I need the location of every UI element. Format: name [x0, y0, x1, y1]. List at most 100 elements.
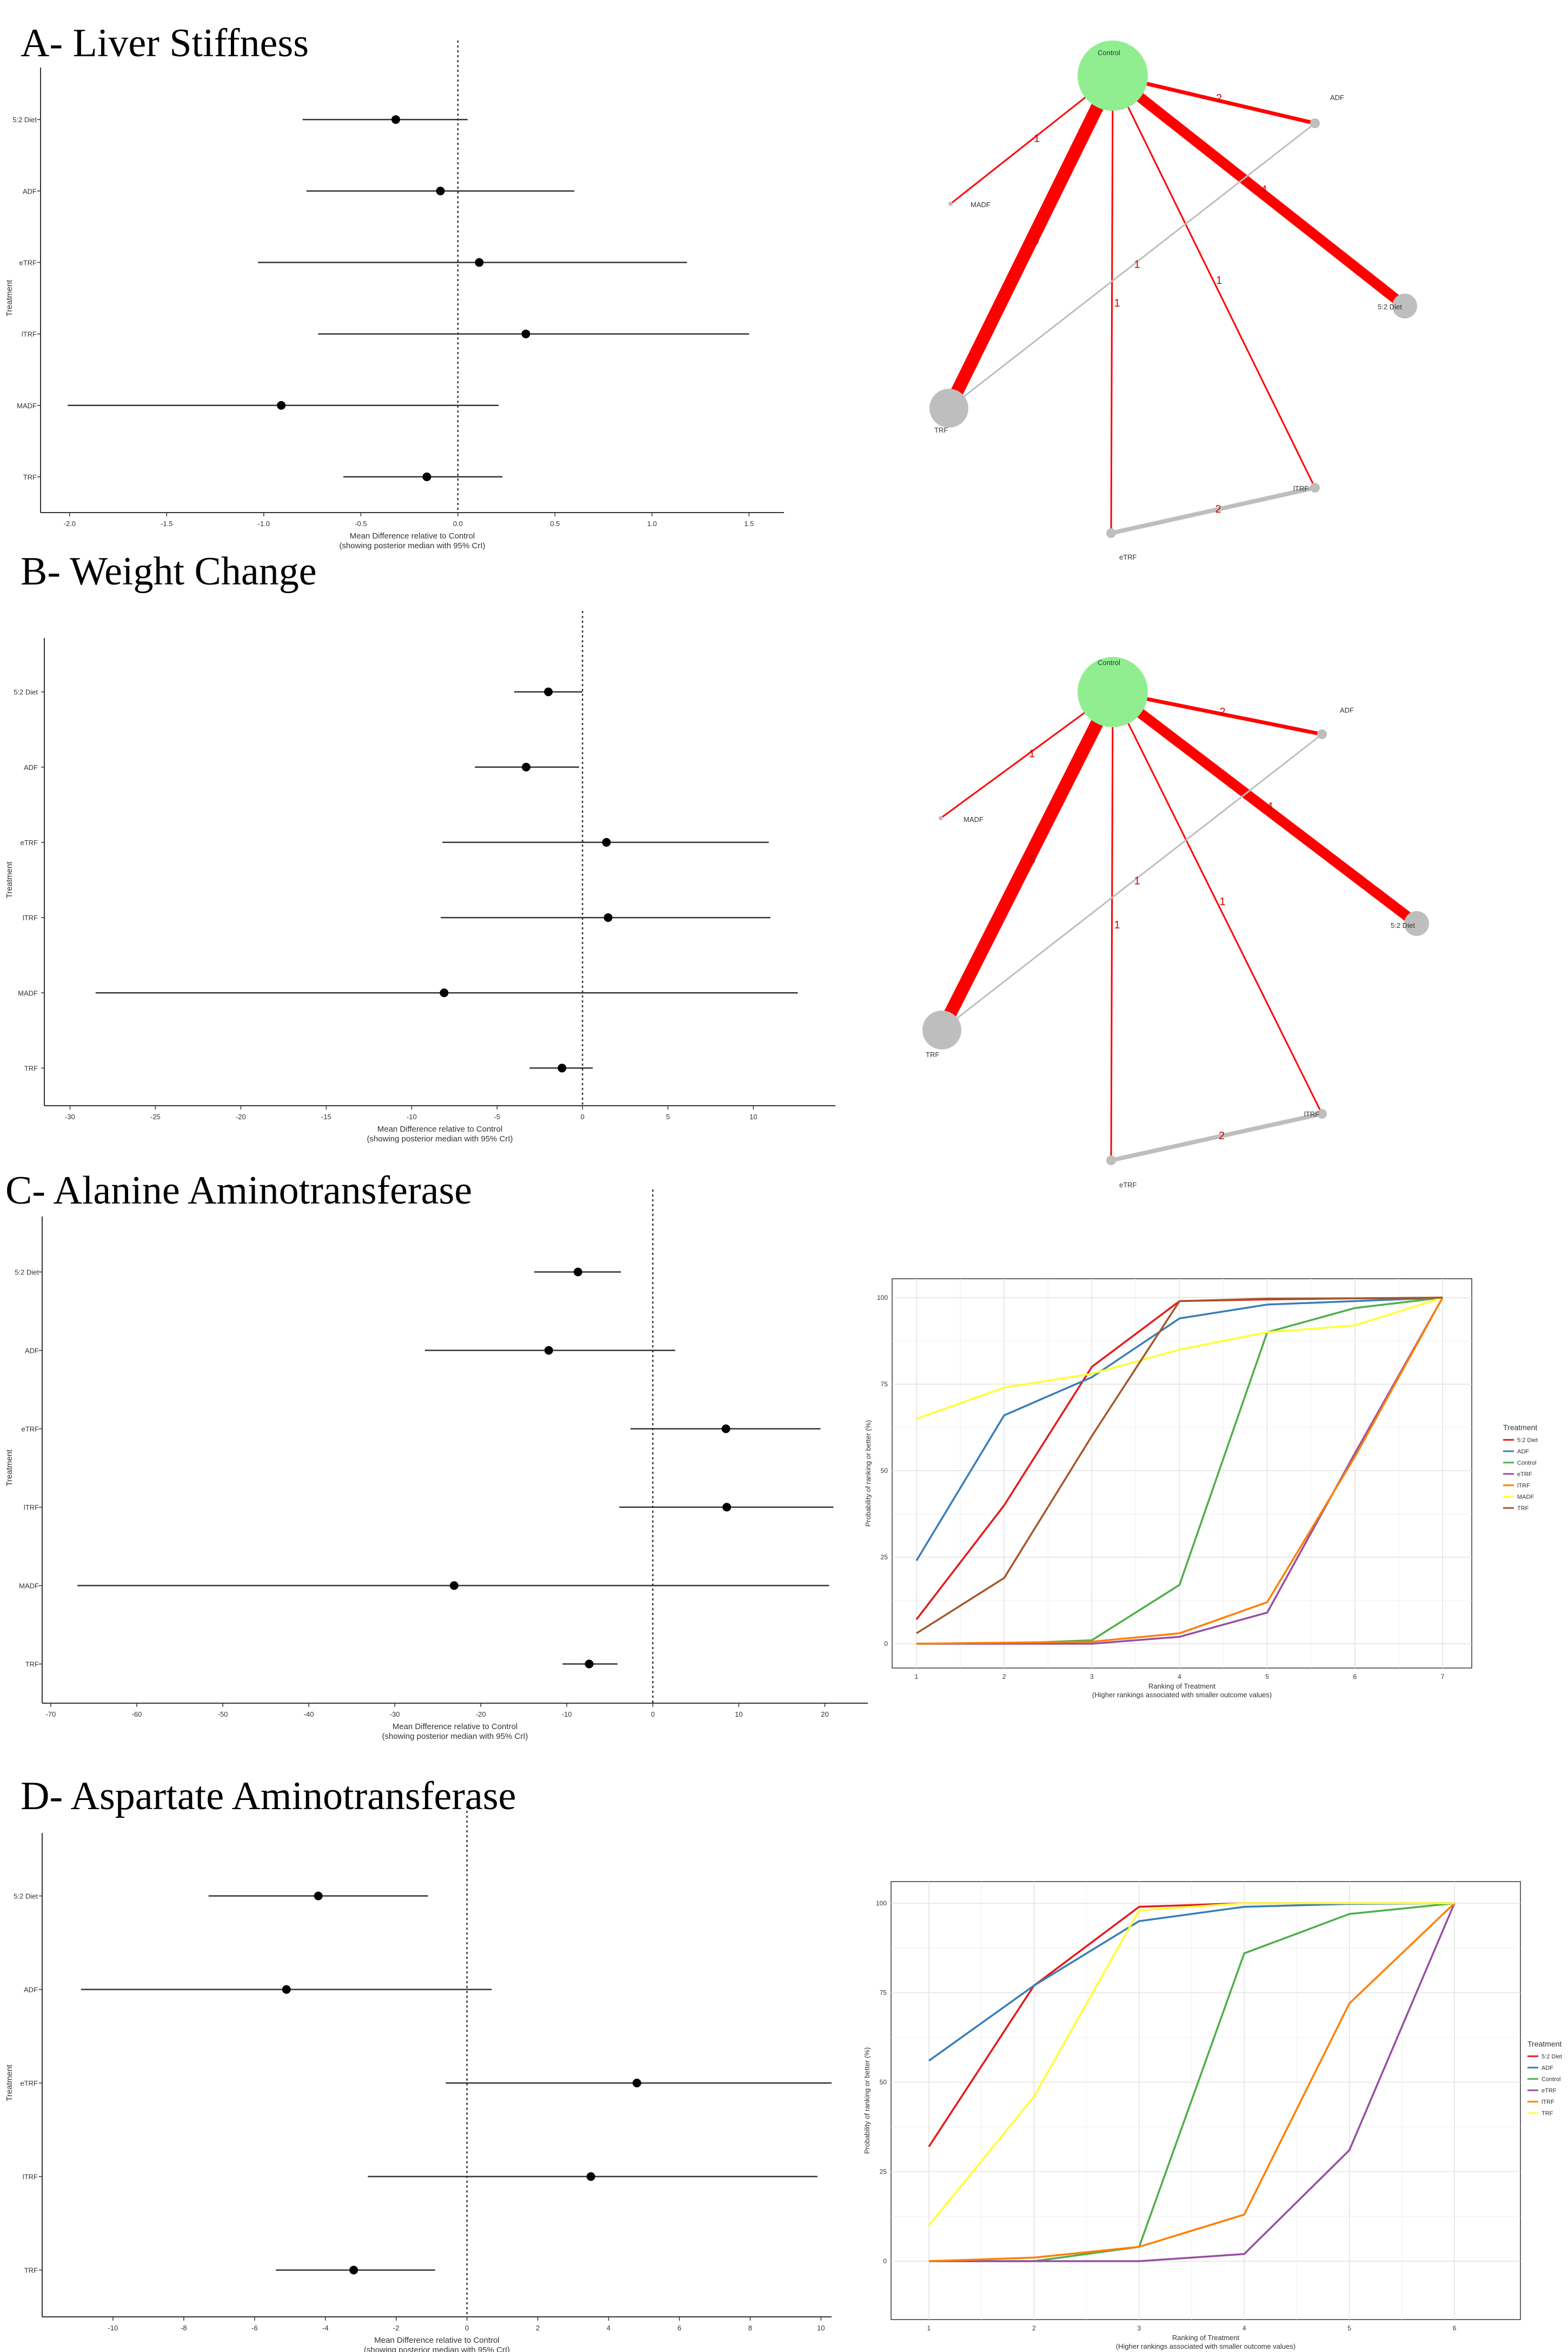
panel-b-forest-x-tick-label: 5 — [666, 1113, 670, 1121]
panel-c-forest-point-trf — [584, 1659, 594, 1669]
panel-c-rank-legend-label-control: Control — [1517, 1460, 1536, 1466]
panel-c-forest-x-tick-label: -30 — [390, 1710, 400, 1718]
panel-c-rank-series-trf — [916, 1297, 1443, 1635]
panel-b-network-node-madf — [939, 816, 943, 820]
panel-b-network-node-adf — [1317, 729, 1327, 739]
panel-a-network-node-label-5-2-diet: 5:2 Diet — [1378, 303, 1402, 311]
panel-a-network-node-label-etrf: eTRF — [1119, 553, 1137, 561]
panel-a-forest-category-label: TRF — [23, 473, 37, 481]
panel-a-forest-x-tick-label: -2.0 — [64, 520, 76, 528]
panel-d-forest-category-label: TRF — [24, 2267, 38, 2275]
panel-b-network-node-label-etrf: eTRF — [1119, 1181, 1137, 1189]
panel-b-forest-category-label: ADF — [24, 763, 38, 772]
panel-c-rank-series-adf — [915, 1297, 1443, 1562]
panel-c-rank-legend-label-trf: TRF — [1517, 1505, 1529, 1512]
panel-b-network-edge-label: 1 — [1029, 748, 1035, 760]
panel-d-forest-y-label: Treatment — [5, 2064, 14, 2102]
panel-d-forest-x-tick-label: 10 — [817, 2324, 825, 2332]
panel-a-forest-y-label: Treatment — [5, 280, 14, 317]
panel-a-network-node-etrf — [1106, 528, 1116, 538]
panel-c-forest-category-label: TRF — [25, 1660, 39, 1669]
panel-c-forest-y-label: Treatment — [5, 1449, 14, 1486]
panel-b-network-edge-label: 4 — [1267, 801, 1273, 813]
panel-b-network-node-label-control: Control — [1098, 659, 1120, 667]
panel-a-network-edge-label: 1 — [1216, 275, 1222, 287]
panel-a-network-edge-label: 1 — [1034, 133, 1040, 145]
panel-b-network-edge-label: 1 — [1134, 875, 1140, 887]
panel-c-forest-category-label: lTRF — [24, 1504, 39, 1512]
panel-b-network-edge-label: 2 — [1220, 706, 1226, 718]
panel-b-forest-x-tick-label: -25 — [150, 1113, 161, 1121]
panel-a-network-edge-label: 1 — [1114, 297, 1120, 309]
panel-a-network-edge-label: 1 — [1134, 259, 1140, 271]
panel-c-forest-point-madf — [449, 1581, 459, 1590]
panel-c-rank-y-label: Probability of ranking or better (%) — [864, 1420, 872, 1526]
panel-b-network-node-etrf — [1106, 1155, 1116, 1165]
panel-c-rank-x-label: Ranking of Treatment — [1148, 1682, 1216, 1690]
panel-a-network-node-label-trf: TRF — [934, 426, 948, 434]
panel-c-rank-y-tick-label: 75 — [881, 1380, 888, 1388]
panel-c-rank-legend-label-5-2-diet: 5:2 Diet — [1517, 1437, 1538, 1444]
panel-a-network-node-madf — [948, 202, 953, 206]
panel-b-forest-y-label: Treatment — [5, 861, 14, 899]
panel-b-network-edge-label: 1 — [1114, 919, 1120, 931]
panel-a-network-edge-label: 2 — [1216, 92, 1222, 104]
panel-b-forest-point-trf — [557, 1064, 567, 1073]
panel-a-network-edge-control-ltrf — [1112, 75, 1316, 488]
panel-d-forest-x-tick-label: -8 — [181, 2324, 187, 2332]
panel-d-forest-point-adf — [282, 1985, 291, 1994]
panel-a-network-node-label-control: Control — [1098, 49, 1120, 57]
panel-d-rank-x-tick-label: 1 — [927, 2324, 931, 2332]
panel-d-forest-point-5-2-diet — [314, 1891, 323, 1901]
panel-d-forest-category-label: lTRF — [23, 2173, 38, 2181]
panel-b-forest-point-madf — [440, 988, 449, 998]
panel-a-forest-x-tick-label: 1.5 — [744, 520, 754, 528]
panel-b-forest-category-label: eTRF — [21, 839, 38, 847]
panel-d-rank-series-etrf — [929, 1903, 1456, 2262]
panel-a-network-node-5-2-diet — [1392, 294, 1417, 318]
panel-c-rank-x-tick-label: 7 — [1441, 1673, 1445, 1680]
panel-b-network-node-label-5-2-diet: 5:2 Diet — [1391, 921, 1415, 929]
panel-a-network-edge-label: 5 — [1033, 235, 1039, 247]
panel-c-forest-x-tick-label: 10 — [735, 1710, 742, 1718]
panel-b-forest-x-label-note: (showing posterior median with 95% CrI) — [367, 1134, 513, 1144]
panel-c-forest-x-tick-label: -60 — [132, 1710, 142, 1718]
panel-c-forest-category-label: 5:2 Diet — [15, 1268, 39, 1277]
panel-c-rank-y-tick-label: 0 — [884, 1640, 888, 1647]
panel-b-forest-x-tick-label: 10 — [749, 1113, 757, 1121]
panel-d-rank-y-tick-label: 0 — [883, 2257, 887, 2265]
panel-b-forest-category-label: TRF — [24, 1064, 38, 1072]
panel-c-forest-x-tick-label: 0 — [651, 1710, 655, 1718]
panel-a-forest-x-label-note: (showing posterior median with 95% CrI) — [339, 541, 485, 550]
panel-b-network-edge-control-ltrf — [1112, 692, 1323, 1114]
panel-b-network-edge-label: 5 — [1029, 854, 1035, 866]
panel-b-network-node-label-ltrf: lTRF — [1304, 1110, 1319, 1118]
panel-a-forest-category-label: ADF — [23, 187, 37, 195]
panel-b-network-edge-control-etrf — [1110, 692, 1114, 1161]
panel-d-forest-category-label: ADF — [24, 1986, 38, 1994]
panel-a-forest-point-5-2-diet — [391, 115, 400, 124]
panel-c-forest-x-tick-label: 20 — [821, 1710, 828, 1718]
panel-c-rank-x-tick-label: 1 — [915, 1673, 919, 1680]
panel-c-rank-x-tick-label: 3 — [1090, 1673, 1094, 1680]
panel-a-network-node-trf — [929, 389, 968, 428]
panel-a-forest-x-tick-label: 1.0 — [647, 520, 657, 528]
panel-a-forest-x-tick-label: -0.5 — [355, 520, 367, 528]
panel-d-rank-series-ltrf — [928, 1902, 1456, 2262]
panel-b-network-node-label-madf: MADF — [964, 815, 984, 823]
panel-a-network-edge-control-5-2-diet — [1109, 71, 1408, 310]
panel-a-forest-category-label: 5:2 Diet — [12, 116, 37, 124]
panel-c-forest-x-tick-label: -10 — [562, 1710, 572, 1718]
panel-b-forest-x-tick-label: -10 — [407, 1113, 417, 1121]
panel-b-title: B- Weight Change — [21, 549, 317, 594]
panel-b-forest-x-tick-label: 0 — [581, 1113, 584, 1121]
panel-a-network-node-label-madf: MADF — [971, 201, 991, 209]
panel-a-forest-x-tick-label: -1.5 — [161, 520, 172, 528]
panel-c-rank-series-ltrf — [916, 1297, 1444, 1645]
panel-c-rank-plot-area — [892, 1278, 1472, 1669]
panel-b-forest-x-label: Mean Difference relative to Control — [377, 1125, 503, 1134]
panel-b-network-node-label-adf: ADF — [1340, 706, 1354, 714]
panel-b-forest-point-ltrf — [603, 913, 613, 922]
panel-a-forest-category-label: eTRF — [19, 258, 37, 267]
